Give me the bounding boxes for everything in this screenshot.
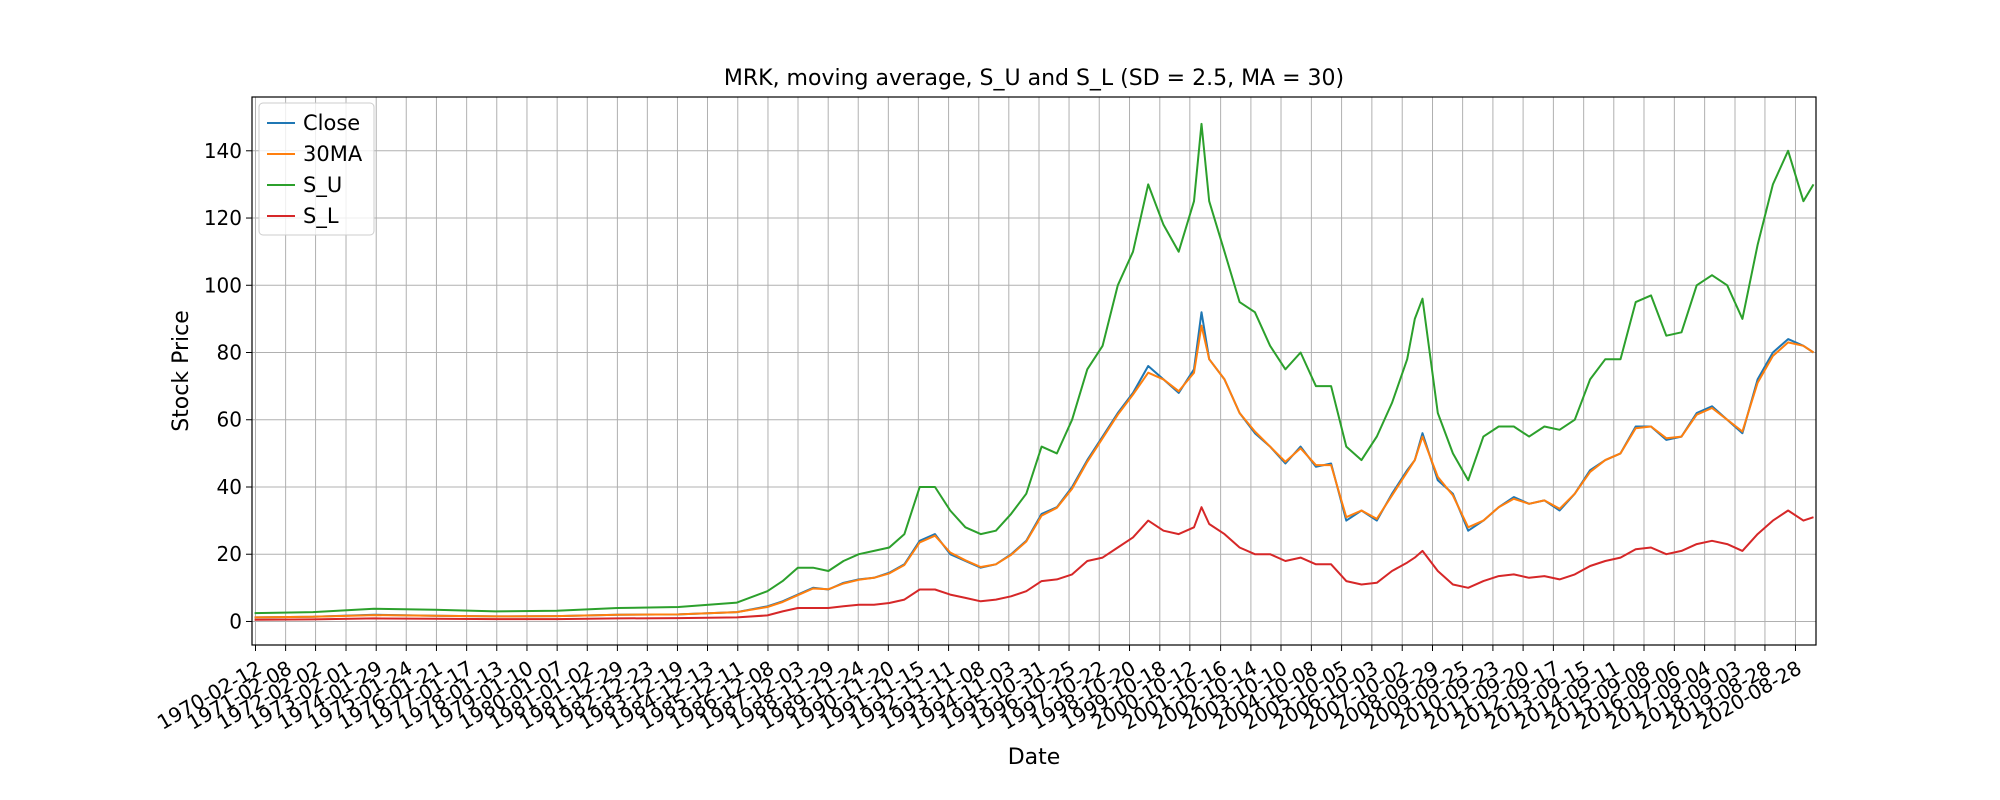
legend-label: S_U: [303, 173, 342, 198]
y-tick-label: 120: [204, 206, 242, 230]
y-axis: 0 20 40 60 80 100 120 140: [204, 139, 252, 633]
series-layer: [254, 122, 1815, 621]
chart-title: MRK, moving average, S_U and S_L (SD = 2…: [724, 66, 1344, 91]
legend: Close 30MA S_U S_L: [258, 102, 375, 236]
legend-box: [258, 102, 375, 236]
series-line-30ma: [254, 324, 1815, 619]
series-line-s_l: [254, 506, 1814, 621]
y-tick-label: 140: [204, 139, 242, 163]
legend-label: S_L: [303, 204, 339, 229]
series-line-s_u: [254, 122, 1815, 615]
x-axis-title: Date: [1008, 745, 1061, 770]
x-axis: 1970-02-121971-02-081972-02-021973-02-01…: [153, 645, 1806, 735]
legend-label: 30MA: [303, 142, 363, 166]
y-tick-label: 80: [217, 341, 242, 365]
y-tick-label: 60: [217, 408, 242, 432]
y-axis-title: Stock Price: [169, 310, 194, 432]
y-tick-label: 20: [217, 542, 242, 566]
y-tick-label: 0: [229, 609, 242, 633]
grid: [252, 97, 1816, 645]
plot-frame: [251, 96, 1817, 646]
legend-label: Close: [303, 111, 360, 135]
y-tick-label: 40: [217, 475, 242, 499]
y-tick-label: 100: [204, 273, 242, 297]
